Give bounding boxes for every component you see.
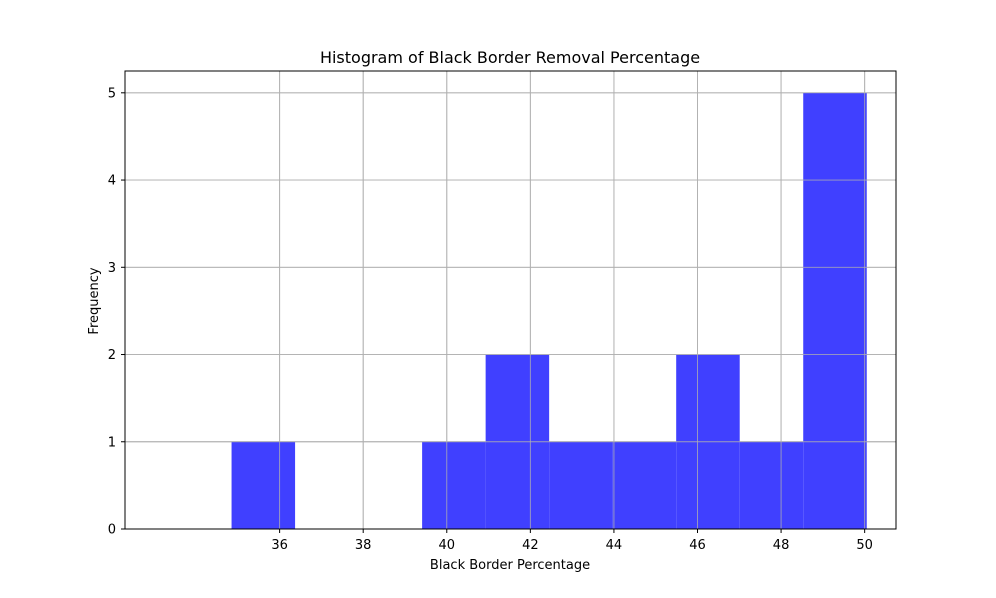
y-tick-label: 4	[108, 174, 116, 189]
x-tick-label: 44	[606, 538, 623, 553]
histogram-bar	[803, 92, 867, 530]
y-tick-label: 0	[108, 523, 116, 538]
x-tick-label: 46	[689, 538, 706, 553]
x-tick-label: 38	[355, 538, 372, 553]
x-tick-label: 48	[773, 538, 790, 553]
axes-frame	[124, 70, 897, 530]
chart-title: Histogram of Black Border Removal Percen…	[320, 48, 700, 67]
histogram-bar	[231, 441, 296, 529]
histogram-bar	[422, 441, 486, 529]
histogram-bar	[612, 441, 677, 529]
y-tick-label: 5	[108, 86, 116, 101]
axes-border	[124, 70, 897, 530]
y-tick-label: 1	[108, 435, 116, 450]
x-tick-label: 50	[856, 538, 873, 553]
x-axis-ticks: 36 38 40 42 44 46 48 50	[271, 529, 873, 553]
x-tick-label: 40	[438, 538, 455, 553]
y-axis-ticks: 0 1 2 3 4 5	[108, 86, 125, 538]
y-axis-label: Frequency	[87, 267, 102, 334]
x-tick-label: 36	[271, 538, 288, 553]
bars-group	[125, 71, 896, 530]
histogram-bar	[549, 441, 613, 529]
x-axis-label: Black Border Percentage	[430, 558, 590, 573]
y-tick-label: 3	[108, 261, 116, 276]
y-tick-label: 2	[108, 348, 116, 363]
x-tick-label: 42	[522, 538, 539, 553]
histogram-bar	[739, 441, 804, 529]
